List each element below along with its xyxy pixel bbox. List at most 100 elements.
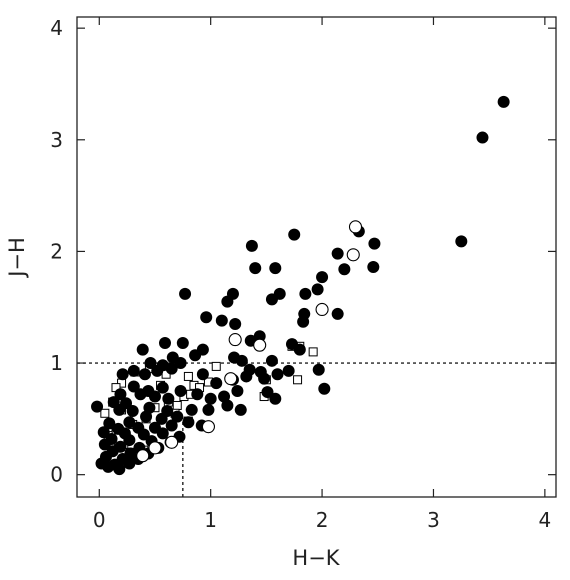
data-point-filled-circle xyxy=(258,372,271,385)
data-point-open-circle xyxy=(348,220,363,234)
data-point-filled-circle xyxy=(174,357,187,370)
data-point-filled-circle xyxy=(116,368,129,381)
data-point-filled-circle xyxy=(182,416,195,429)
data-point-filled-circle xyxy=(134,388,147,401)
data-point-filled-circle xyxy=(151,364,164,377)
data-point-filled-circle xyxy=(245,239,258,252)
data-point-filled-circle xyxy=(318,382,331,395)
data-point-filled-circle xyxy=(103,417,116,430)
x-tick-label: 3 xyxy=(427,508,440,532)
data-point-filled-circle xyxy=(156,427,169,440)
data-point-open-circle xyxy=(136,449,150,463)
reference-lines xyxy=(77,362,556,497)
data-point-filled-circle xyxy=(234,403,247,416)
data-point-filled-circle xyxy=(282,364,295,377)
x-tick-label: 2 xyxy=(316,508,329,532)
data-point-filled-circle xyxy=(338,263,351,276)
data-point-filled-circle xyxy=(127,364,140,377)
data-point-filled-circle xyxy=(171,410,184,423)
data-point-filled-circle xyxy=(331,247,344,260)
data-point-filled-circle xyxy=(202,403,215,416)
data-point-filled-circle xyxy=(113,463,126,476)
data-point-filled-circle xyxy=(127,380,140,393)
data-point-filled-circle xyxy=(174,384,187,397)
data-point-filled-circle xyxy=(497,95,510,108)
data-point-open-circle xyxy=(165,435,179,449)
data-point-filled-circle xyxy=(165,362,178,375)
data-point-filled-circle xyxy=(102,460,115,473)
data-point-filled-circle xyxy=(228,351,241,364)
data-point-open-circle xyxy=(253,338,267,352)
data-point-filled-circle xyxy=(114,388,127,401)
tick-labels: 0 1 2 3 4 0 1 2 3 4 xyxy=(50,16,551,532)
data-point-filled-circle xyxy=(113,403,126,416)
data-point-filled-circle xyxy=(368,237,381,250)
data-point-filled-circle xyxy=(137,428,150,441)
y-tick-label: 3 xyxy=(50,128,63,152)
data-point-open-square xyxy=(183,371,193,381)
x-axis-label: H−K xyxy=(292,546,340,570)
data-point-filled-circle xyxy=(271,368,284,381)
axis-ticks xyxy=(77,17,556,497)
data-point-filled-circle xyxy=(293,343,306,356)
data-point-filled-circle xyxy=(176,336,189,349)
y-tick-label: 4 xyxy=(50,16,63,40)
data-point-filled-circle xyxy=(249,262,262,275)
y-tick-label: 2 xyxy=(50,239,63,263)
data-point-open-square xyxy=(172,400,182,410)
data-point-filled-circle xyxy=(191,388,204,401)
plot-frame xyxy=(76,16,557,498)
data-point-open-circle xyxy=(346,248,360,262)
data-point-filled-circle xyxy=(159,336,172,349)
data-point-filled-circle xyxy=(91,400,104,413)
data-point-open-square xyxy=(100,408,110,418)
data-point-filled-circle xyxy=(367,261,380,274)
data-point-filled-circle xyxy=(185,403,198,416)
data-point-filled-circle xyxy=(97,426,110,439)
data-point-filled-circle xyxy=(297,315,310,328)
data-points xyxy=(91,95,510,476)
data-point-filled-circle xyxy=(269,262,282,275)
data-point-filled-circle xyxy=(273,287,286,300)
data-point-filled-circle xyxy=(200,311,213,324)
data-point-open-circle xyxy=(228,333,242,347)
data-point-filled-circle xyxy=(331,307,344,320)
data-point-filled-circle xyxy=(123,416,136,429)
data-point-filled-circle xyxy=(98,438,111,451)
data-point-open-square xyxy=(293,375,303,385)
data-point-filled-circle xyxy=(126,405,139,418)
data-point-filled-circle xyxy=(316,271,329,284)
data-point-filled-circle xyxy=(138,368,151,381)
data-point-filled-circle xyxy=(312,363,325,376)
data-point-filled-circle xyxy=(123,434,136,447)
data-point-filled-circle xyxy=(240,370,253,383)
data-point-filled-circle xyxy=(136,343,149,356)
data-point-filled-circle xyxy=(229,317,242,330)
y-tick-label: 1 xyxy=(50,351,63,375)
data-point-open-square xyxy=(308,347,318,357)
x-tick-label: 1 xyxy=(204,508,217,532)
data-point-filled-circle xyxy=(455,235,468,248)
data-point-filled-circle xyxy=(261,386,274,399)
data-point-filled-circle xyxy=(196,368,209,381)
data-point-filled-circle xyxy=(162,392,175,405)
data-point-filled-circle xyxy=(204,392,217,405)
data-point-open-circle xyxy=(148,441,162,455)
y-tick-label: 0 xyxy=(50,463,63,487)
data-point-filled-circle xyxy=(179,287,192,300)
data-point-filled-circle xyxy=(265,354,278,367)
data-point-open-square xyxy=(211,361,221,371)
data-point-filled-circle xyxy=(476,131,489,144)
data-point-filled-circle xyxy=(123,457,136,470)
data-point-open-circle xyxy=(201,420,215,434)
data-point-filled-circle xyxy=(221,295,234,308)
data-point-filled-circle xyxy=(140,410,153,423)
data-point-filled-circle xyxy=(299,287,312,300)
data-point-filled-circle xyxy=(231,384,244,397)
data-point-filled-circle xyxy=(253,330,266,343)
data-point-filled-circle xyxy=(155,412,168,425)
y-axis-label: J−H xyxy=(5,237,29,279)
data-point-filled-circle xyxy=(210,377,223,390)
x-tick-label: 4 xyxy=(538,508,551,532)
